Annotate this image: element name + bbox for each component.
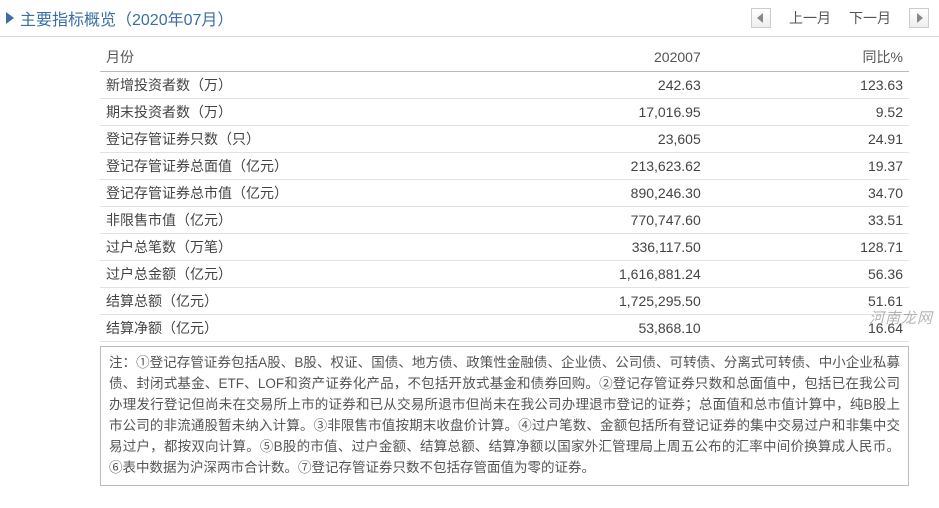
metric-value: 770,747.60 (440, 207, 707, 234)
metric-label: 登记存管证券总面值（亿元） (100, 153, 440, 180)
col-header-month: 月份 (100, 43, 440, 72)
next-month-icon-button[interactable] (909, 8, 929, 28)
metric-yoy: 128.71 (707, 234, 909, 261)
metric-label: 登记存管证券总市值（亿元） (100, 180, 440, 207)
table-row: 结算总额（亿元） 1,725,295.50 51.61 (100, 288, 909, 315)
metric-yoy: 9.52 (707, 99, 909, 126)
metric-label: 非限售市值（亿元） (100, 207, 440, 234)
table-container: 月份 202007 同比% 新增投资者数（万） 242.63 123.63 期末… (0, 37, 939, 342)
metric-value: 890,246.30 (440, 180, 707, 207)
table-header-row: 月份 202007 同比% (100, 43, 909, 72)
table-row: 非限售市值（亿元） 770,747.60 33.51 (100, 207, 909, 234)
metric-value: 336,117.50 (440, 234, 707, 261)
metric-label: 结算总额（亿元） (100, 288, 440, 315)
watermark: 河南龙网 (869, 307, 933, 328)
metric-label: 新增投资者数（万） (100, 72, 440, 99)
metric-value: 1,725,295.50 (440, 288, 707, 315)
table-row: 结算净额（亿元） 53,868.10 16.64 (100, 315, 909, 342)
metric-yoy: 33.51 (707, 207, 909, 234)
title-bullet-icon (6, 12, 14, 24)
footnotes: 注：①登记存管证券包括A股、B股、权证、国债、地方债、政策性金融债、企业债、公司… (100, 346, 909, 486)
metric-value: 1,616,881.24 (440, 261, 707, 288)
metric-label: 结算净额（亿元） (100, 315, 440, 342)
next-month-link[interactable]: 下一月 (849, 8, 891, 28)
table-row: 登记存管证券总面值（亿元） 213,623.62 19.37 (100, 153, 909, 180)
prev-month-link[interactable]: 上一月 (789, 8, 831, 28)
metric-yoy: 123.63 (707, 72, 909, 99)
metric-value: 23,605 (440, 126, 707, 153)
prev-month-icon-button[interactable] (751, 8, 771, 28)
table-row: 过户总金额（亿元） 1,616,881.24 56.36 (100, 261, 909, 288)
table-row: 登记存管证券只数（只） 23,605 24.91 (100, 126, 909, 153)
metric-value: 53,868.10 (440, 315, 707, 342)
metric-value: 242.63 (440, 72, 707, 99)
metric-value: 213,623.62 (440, 153, 707, 180)
page-title: 主要指标概览（2020年07月） (20, 6, 233, 30)
metric-label: 期末投资者数（万） (100, 99, 440, 126)
metric-label: 过户总金额（亿元） (100, 261, 440, 288)
metric-yoy: 56.36 (707, 261, 909, 288)
month-nav: 上一月 下一月 (751, 8, 929, 28)
col-header-yoy: 同比% (707, 43, 909, 72)
table-row: 期末投资者数（万） 17,016.95 9.52 (100, 99, 909, 126)
metric-yoy: 24.91 (707, 126, 909, 153)
table-row: 登记存管证券总市值（亿元） 890,246.30 34.70 (100, 180, 909, 207)
header-bar: 主要指标概览（2020年07月） 上一月 下一月 (0, 0, 939, 37)
metrics-table: 月份 202007 同比% 新增投资者数（万） 242.63 123.63 期末… (100, 43, 909, 342)
title-wrap: 主要指标概览（2020年07月） (6, 6, 233, 30)
table-row: 过户总笔数（万笔） 336,117.50 128.71 (100, 234, 909, 261)
table-row: 新增投资者数（万） 242.63 123.63 (100, 72, 909, 99)
metric-value: 17,016.95 (440, 99, 707, 126)
col-header-period: 202007 (440, 43, 707, 72)
metric-label: 过户总笔数（万笔） (100, 234, 440, 261)
metric-yoy: 34.70 (707, 180, 909, 207)
metric-label: 登记存管证券只数（只） (100, 126, 440, 153)
metric-yoy: 19.37 (707, 153, 909, 180)
